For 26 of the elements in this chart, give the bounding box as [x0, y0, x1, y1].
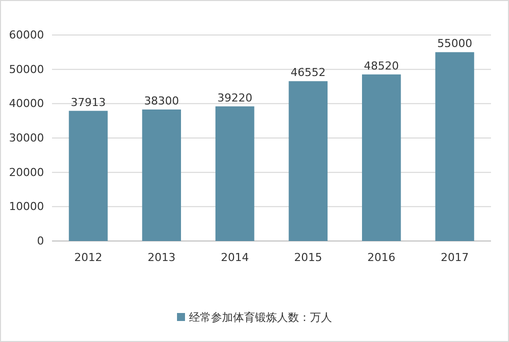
bar — [435, 52, 474, 241]
x-tick-label: 2016 — [367, 250, 396, 264]
x-tick-label: 2015 — [294, 250, 322, 264]
y-tick-label: 10000 — [9, 200, 44, 214]
bar — [68, 110, 108, 241]
x-tick-label: 2014 — [220, 250, 249, 264]
bar — [215, 106, 254, 241]
y-tick-label: 20000 — [9, 166, 44, 179]
x-tick-label: 2017 — [440, 250, 469, 264]
bar — [142, 110, 181, 241]
bar — [288, 81, 328, 241]
x-tick-label: 2013 — [148, 250, 176, 264]
y-tick-label: 30000 — [9, 132, 44, 145]
data-label: 55000 — [437, 37, 472, 50]
bar — [362, 74, 401, 241]
legend-label: 经常参加体育锻炼人数：万人 — [189, 311, 332, 324]
data-label: 37913 — [70, 96, 106, 109]
y-tick-label: 40000 — [9, 97, 44, 110]
y-tick-label: 60000 — [9, 28, 44, 42]
data-label: 46552 — [290, 66, 326, 80]
y-tick-label: 50000 — [9, 62, 44, 76]
data-label: 39220 — [217, 91, 252, 104]
data-label: 38300 — [144, 94, 180, 108]
data-label: 48520 — [364, 59, 399, 72]
x-tick-label: 2012 — [74, 250, 102, 264]
y-tick-label: 0 — [37, 234, 44, 248]
